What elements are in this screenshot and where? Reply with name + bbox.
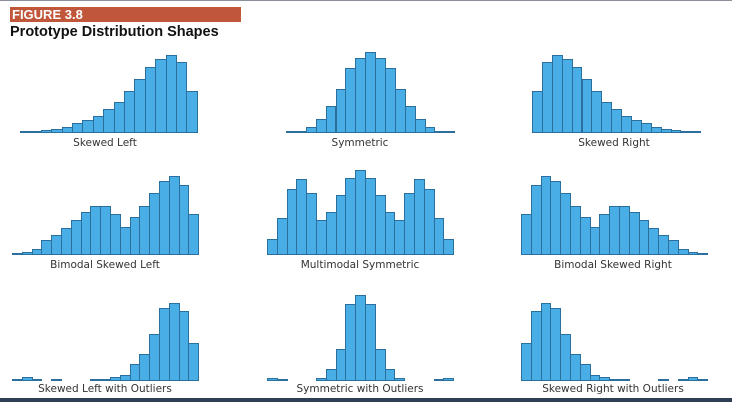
histogram-bar bbox=[276, 379, 288, 381]
histogram-label: Multimodal Symmetric bbox=[300, 259, 420, 271]
histogram-label: Symmetric with Outliers bbox=[296, 383, 424, 395]
histogram-bar bbox=[186, 91, 198, 133]
histogram-bar bbox=[424, 127, 436, 133]
histogram-skewed-left bbox=[20, 43, 198, 133]
histogram-label: Skewed Left with Outliers bbox=[38, 383, 172, 395]
histogram-label: Skewed Right bbox=[578, 137, 650, 149]
histogram-skewed-right bbox=[532, 43, 702, 133]
histogram-bar bbox=[394, 378, 406, 381]
histogram-label: Symmetric bbox=[331, 137, 389, 149]
histogram-skewed-left-with-outliers bbox=[12, 291, 200, 381]
histogram-bimodal-skewed-right bbox=[521, 165, 709, 255]
figure-title: Prototype Distribution Shapes bbox=[10, 24, 219, 40]
histogram-bar bbox=[433, 218, 445, 255]
histogram-bar bbox=[658, 379, 669, 381]
histogram-bar bbox=[51, 379, 62, 381]
figure-label: FIGURE 3.8 bbox=[10, 7, 241, 22]
histogram-bar bbox=[444, 131, 456, 133]
histogram-bar bbox=[690, 131, 702, 133]
histogram-label: Skewed Left bbox=[73, 137, 137, 149]
histogram-bar bbox=[443, 378, 455, 381]
histogram-bar bbox=[697, 379, 709, 381]
histogram-bar bbox=[619, 379, 630, 381]
histogram-symmetric-with-outliers bbox=[267, 291, 455, 381]
histogram-symmetric bbox=[286, 43, 456, 133]
histogram-label: Bimodal Skewed Right bbox=[554, 259, 672, 271]
histogram-bar bbox=[188, 343, 200, 381]
histogram-bar bbox=[374, 349, 386, 381]
histogram-bar bbox=[697, 253, 709, 255]
histogram-bar bbox=[668, 240, 679, 255]
histogram-bar bbox=[579, 364, 591, 381]
histogram-bar bbox=[384, 369, 396, 381]
histogram-bar bbox=[443, 239, 455, 255]
histogram-multimodal-symmetric bbox=[267, 165, 455, 255]
histogram-bar bbox=[365, 304, 376, 381]
histogram-bimodal-skewed-left bbox=[12, 165, 200, 255]
histogram-skewed-right-with-outliers bbox=[521, 291, 709, 381]
histogram-bar bbox=[31, 379, 43, 381]
histogram-label: Bimodal Skewed Left bbox=[50, 259, 160, 271]
histogram-bar bbox=[414, 119, 426, 133]
histogram-bar bbox=[188, 214, 200, 255]
top-border bbox=[0, 0, 732, 1]
histogram-label: Skewed Right with Outliers bbox=[542, 383, 684, 395]
bottom-border bbox=[0, 398, 732, 402]
